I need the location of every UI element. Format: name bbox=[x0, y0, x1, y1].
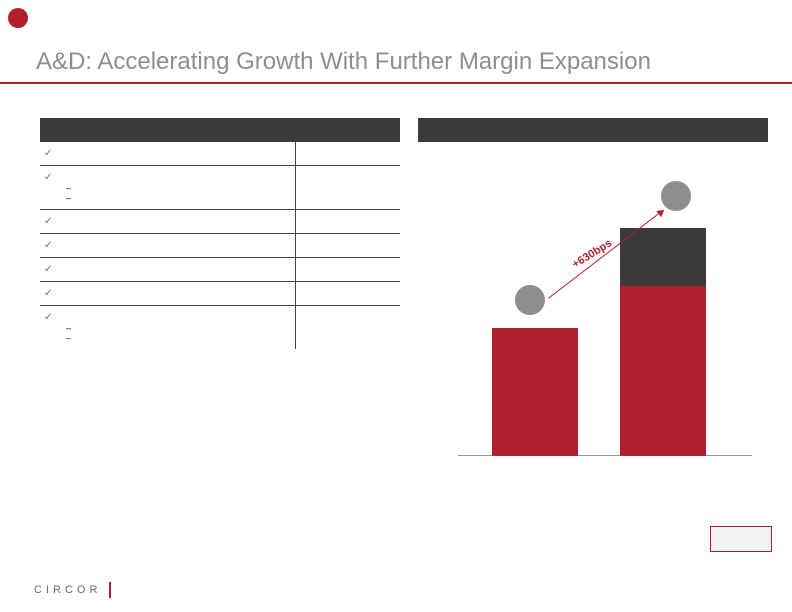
check-icon: ✓ bbox=[44, 148, 54, 159]
arrow-head-icon bbox=[656, 207, 666, 218]
row-subtext bbox=[44, 333, 291, 343]
row-subtext bbox=[44, 193, 291, 203]
row-text bbox=[58, 216, 61, 227]
table-row: ✓ bbox=[40, 166, 400, 210]
check-icon: ✓ bbox=[44, 216, 54, 227]
chart-callout: +630bps bbox=[570, 237, 614, 271]
page-title: A&D: Accelerating Growth With Further Ma… bbox=[36, 48, 651, 76]
chart: +630bps bbox=[418, 150, 758, 480]
row-text bbox=[58, 312, 61, 323]
check-icon: ✓ bbox=[44, 172, 54, 183]
footer-box bbox=[710, 526, 772, 552]
chart-bar bbox=[620, 228, 706, 456]
table-row: ✓ bbox=[40, 234, 400, 258]
brand-logo: CIRCOR bbox=[34, 582, 111, 598]
table-row: ✓ bbox=[40, 258, 400, 282]
row-text bbox=[58, 240, 61, 251]
check-icon: ✓ bbox=[44, 312, 54, 323]
row-text bbox=[58, 264, 61, 275]
check-icon: ✓ bbox=[44, 288, 54, 299]
initiatives-table: ✓ ✓ ✓ ✓ ✓ ✓ ✓ bbox=[40, 142, 400, 349]
right-column: +630bps bbox=[418, 118, 768, 480]
row-text bbox=[58, 172, 61, 183]
check-icon: ✓ bbox=[44, 240, 54, 251]
table-row: ✓ bbox=[40, 282, 400, 306]
table-row: ✓ bbox=[40, 142, 400, 166]
table-row: ✓ bbox=[40, 210, 400, 234]
chart-dot bbox=[515, 285, 545, 315]
right-column-header bbox=[418, 118, 768, 142]
left-column-header bbox=[40, 118, 400, 142]
chart-dot bbox=[661, 181, 691, 211]
brand-logo-divider bbox=[109, 582, 111, 598]
table-row: ✓ bbox=[40, 306, 400, 350]
chart-bar bbox=[492, 328, 578, 456]
row-text bbox=[58, 288, 61, 299]
row-subtext bbox=[44, 183, 291, 193]
brand-logo-text: CIRCOR bbox=[34, 584, 101, 596]
row-text bbox=[58, 148, 61, 159]
row-subtext bbox=[44, 323, 291, 333]
content-row: ✓ ✓ ✓ ✓ ✓ ✓ ✓ +630bps bbox=[40, 118, 768, 480]
accent-dot bbox=[8, 8, 28, 28]
title-divider bbox=[0, 82, 792, 84]
left-column: ✓ ✓ ✓ ✓ ✓ ✓ ✓ bbox=[40, 118, 400, 480]
check-icon: ✓ bbox=[44, 264, 54, 275]
